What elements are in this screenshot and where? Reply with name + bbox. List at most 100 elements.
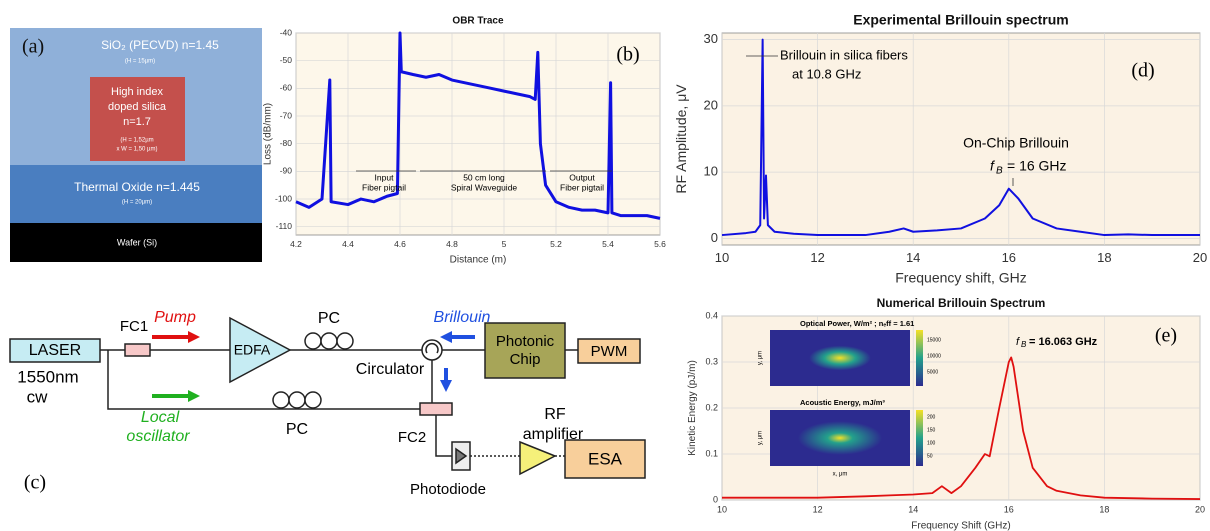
y-tick-label: 0.4: [705, 310, 718, 320]
inset-axis-label: y, μm: [758, 351, 764, 365]
y-tick-label: 20: [704, 97, 718, 112]
x-tick-label: 4.6: [394, 239, 406, 249]
colorbar-label: 50: [927, 453, 933, 459]
chip-box: [484, 322, 566, 379]
colorbar-label: 15000: [927, 337, 941, 343]
colorbar-label: 5000: [927, 369, 938, 375]
colorbar-label: 100: [927, 440, 936, 446]
x-tick-label: 16: [1004, 504, 1014, 514]
circulator-label: Circulator: [356, 361, 425, 378]
chart: -40 -50 -60 -70 -80 -90 -100 -110 4.2 4.4 4.6 4.8 5 5…: [263, 16, 667, 266]
edfa-shape: [229, 316, 292, 384]
pump-arrow-head: [188, 331, 200, 343]
lo-arrow-head: [188, 390, 200, 402]
thermal-layer: [10, 165, 262, 223]
fb-symbol: f: [990, 158, 996, 174]
x-tick-label: 14: [906, 250, 920, 265]
annotation: Brillouin in silica fibers: [780, 47, 908, 62]
colorbar-label: 150: [927, 427, 936, 433]
thermal-size: (H = 20µm): [122, 200, 152, 206]
y-tick-label: 0.2: [705, 402, 718, 412]
x-tick-label: 12: [813, 504, 823, 514]
x-tick-label: 5: [502, 239, 507, 249]
inset-title: Acoustic Energy, mJ/m³: [800, 398, 885, 407]
colorbar: [916, 410, 923, 466]
x-tick-label: 4.2: [290, 239, 302, 249]
data-line: [295, 31, 661, 220]
colorbar-label: 200: [927, 414, 936, 420]
pc-loop: [320, 332, 338, 350]
panel-label: (d): [1131, 60, 1154, 82]
core-size: x W = 1,50 µm): [117, 147, 158, 153]
colorbar-label: 10000: [927, 353, 941, 359]
y-tick-label: -80: [280, 138, 293, 148]
x-tick-label: 4.8: [446, 239, 458, 249]
core-text: n=1.7: [123, 116, 151, 128]
x-tick-label: 10: [717, 504, 727, 514]
rf-label: RF: [544, 406, 566, 423]
chip-label: Chip: [510, 351, 541, 368]
pump-label: Pump: [154, 309, 196, 326]
pc-loop: [288, 391, 306, 409]
chart-title: OBR Trace: [452, 16, 504, 27]
y-tick-label: -90: [280, 166, 293, 176]
y-tick-label: 0: [711, 230, 718, 245]
panel-label: (e): [1155, 325, 1177, 347]
pc-loop: [304, 332, 322, 350]
chart: 0 10 20 30 10 12 14 16 18 20 Experimental Brilloui…: [673, 12, 1207, 286]
x-tick-label: 4.4: [342, 239, 354, 249]
data-line: [721, 38, 1200, 237]
annotation: Input: [375, 172, 395, 182]
lo-label: oscillator: [126, 428, 190, 445]
optical-mode-image: [770, 330, 910, 386]
fb-text: = 16.063 GHz: [1029, 336, 1098, 348]
laser-spec: 1550nm: [17, 367, 78, 386]
colorbar: [916, 330, 923, 386]
edfa-label: EDFA: [234, 342, 271, 358]
laser-spec: cw: [27, 387, 49, 406]
y-tick-label: 0.1: [705, 448, 718, 458]
fiber: [435, 415, 452, 457]
fb-symbol: f: [1016, 336, 1020, 348]
x-tick-label: 5.6: [654, 239, 666, 249]
chip-label: Photonic: [496, 333, 555, 350]
pc-loop: [336, 332, 354, 350]
cladding-size: (H = 15µm): [125, 59, 155, 65]
chart-title: Experimental Brillouin spectrum: [853, 12, 1069, 28]
y-tick-label: -40: [280, 27, 293, 37]
fb-subscript: B: [1021, 340, 1027, 349]
annotation: Fiber pigtail: [560, 182, 604, 192]
fb-subscript: B: [996, 166, 1003, 177]
x-axis-label: Distance (m): [450, 255, 507, 266]
annotation: Output: [569, 172, 595, 182]
annotation: at 10.8 GHz: [792, 66, 861, 81]
circulator-symbol: [421, 339, 443, 361]
photodiode-label: Photodiode: [410, 481, 486, 498]
brillouin-arrow-head: [440, 331, 452, 343]
lo-label: Local: [141, 409, 180, 426]
x-axis-label: Frequency Shift (GHz): [911, 521, 1010, 531]
y-tick-label: 0.3: [705, 356, 718, 366]
wafer-layer: [10, 223, 262, 262]
esa-box: [564, 439, 646, 479]
x-tick-label: 18: [1099, 504, 1109, 514]
pwm-box: [577, 338, 641, 364]
fiber: [107, 350, 420, 410]
x-tick-label: 12: [810, 250, 824, 265]
y-tick-label: -60: [280, 83, 293, 93]
y-tick-label: 0: [713, 494, 718, 504]
coupler: [124, 343, 151, 357]
y-axis-label: RF Amplitude, μV: [673, 84, 689, 194]
pwm-label: PWM: [591, 343, 628, 360]
wafer-text: Wafer (Si): [117, 237, 157, 247]
x-tick-label: 20: [1193, 250, 1207, 265]
inset-title: Optical Power, W/m² ; nₑff = 1.61: [800, 319, 914, 328]
x-tick-label: 18: [1097, 250, 1111, 265]
annotation: Spiral Waveguide: [451, 182, 518, 192]
core-size: (H = 1,52µm: [120, 138, 153, 144]
y-axis-label: Kinetic Energy (pJ/m): [687, 360, 698, 456]
coupler: [419, 402, 453, 416]
x-tick-label: 20: [1195, 504, 1205, 514]
